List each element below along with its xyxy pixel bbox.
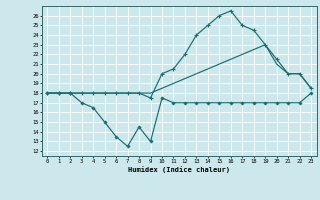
X-axis label: Humidex (Indice chaleur): Humidex (Indice chaleur) [128, 167, 230, 173]
